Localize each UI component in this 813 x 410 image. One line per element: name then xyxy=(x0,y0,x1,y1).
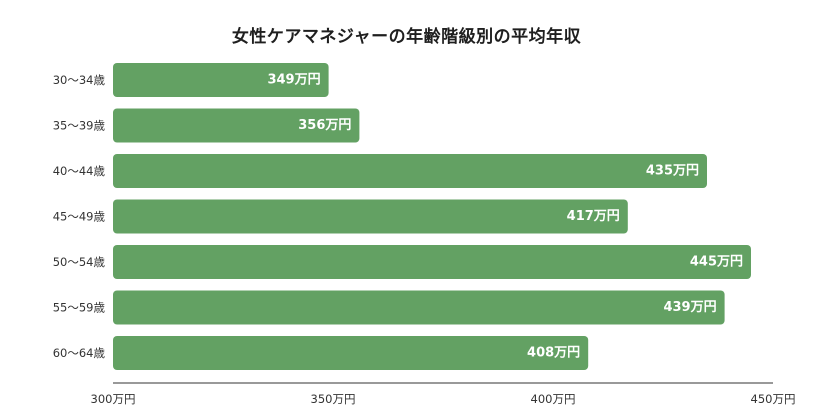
category-label: 60〜64歳 xyxy=(53,346,106,360)
category-labels-group: 30〜34歳 35〜39歳 40〜44歳 45〜49歳 50〜54歳 55〜59歳 60〜6… xyxy=(53,73,106,360)
category-label: 40〜44歳 xyxy=(53,164,106,178)
x-tick-label: 350万円 xyxy=(311,392,356,406)
value-label: 435万円 xyxy=(646,164,699,179)
bar xyxy=(113,154,707,188)
value-label: 349万円 xyxy=(267,73,320,88)
value-labels-group: 349万円 356万円 435万円 417万円 445万円 439万円 408万円 xyxy=(267,73,743,361)
category-label: 55〜59歳 xyxy=(53,301,106,315)
bar xyxy=(113,245,751,279)
value-label: 439万円 xyxy=(663,300,716,315)
category-label: 35〜39歳 xyxy=(53,119,106,133)
value-label: 445万円 xyxy=(690,255,743,270)
value-label: 408万円 xyxy=(527,346,580,361)
value-label: 417万円 xyxy=(567,209,620,224)
x-ticks-group: 300万円 350万円 400万円 450万円 xyxy=(91,392,796,406)
bar xyxy=(113,108,360,143)
value-label: 356万円 xyxy=(298,118,351,133)
bar xyxy=(113,199,628,234)
bars-group xyxy=(113,63,751,370)
x-tick-label: 450万円 xyxy=(751,392,796,406)
chart-title: 女性ケアマネジャーの年齢階級別の平均年収 xyxy=(231,27,582,47)
x-tick-label: 300万円 xyxy=(91,392,136,406)
bar xyxy=(113,336,589,370)
category-label: 30〜34歳 xyxy=(53,73,106,87)
bar xyxy=(113,290,725,325)
category-label: 45〜49歳 xyxy=(53,210,106,224)
bar xyxy=(113,63,329,97)
category-label: 50〜54歳 xyxy=(53,255,106,269)
x-tick-label: 400万円 xyxy=(531,392,576,406)
